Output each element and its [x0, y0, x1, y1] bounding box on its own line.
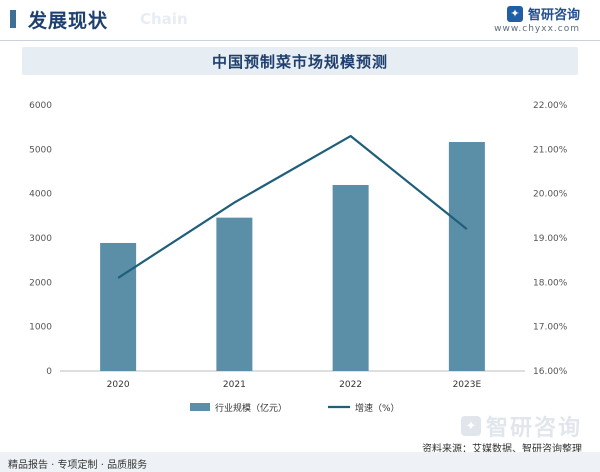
y-left-tick-label: 6000	[29, 101, 52, 111]
x-tick-label: 2023E	[453, 380, 482, 390]
y-left-tick-label: 0	[46, 367, 52, 377]
header-ghost-text: Chain	[140, 10, 188, 28]
y-right-tick-label: 16.00%	[533, 367, 568, 377]
y-left-tick-label: 3000	[29, 234, 52, 244]
brand-url: www.chyxx.com	[494, 24, 580, 34]
x-tick-label: 2022	[339, 380, 362, 390]
y-right-tick-label: 22.00%	[533, 101, 568, 111]
bar	[448, 142, 485, 371]
chart-title-box: 中国预制菜市场规模预测	[22, 47, 578, 75]
legend-swatch-bar	[190, 403, 210, 411]
y-right-tick-label: 21.00%	[533, 145, 568, 155]
y-left-tick-label: 1000	[29, 323, 52, 333]
y-right-tick-label: 18.00%	[533, 278, 568, 288]
y-left-tick-label: 2000	[29, 278, 52, 288]
y-right-tick-label: 20.00%	[533, 190, 568, 200]
brand: ✦ 智研咨询 www.chyxx.com	[494, 4, 580, 34]
x-tick-label: 2020	[107, 380, 130, 390]
section-title: 发展现状	[28, 10, 109, 32]
growth-line	[117, 134, 468, 279]
legend-label-bar: 行业规模（亿元）	[215, 402, 287, 414]
watermark: ✦ 智研咨询	[460, 410, 582, 442]
legend-label-line: 增速（%）	[355, 402, 400, 414]
brand-logo-icon: ✦	[506, 5, 523, 22]
header-accent-bar	[10, 10, 16, 28]
y-right-tick-label: 19.00%	[533, 234, 568, 244]
y-left-tick-label: 5000	[29, 145, 52, 155]
y-right-tick-label: 17.00%	[533, 323, 568, 333]
bar	[100, 242, 137, 371]
bar	[216, 217, 253, 371]
bar	[332, 184, 369, 371]
y-left-tick-label: 4000	[29, 190, 52, 200]
footer-text: 精品报告 · 专项定制 · 品质服务	[8, 460, 148, 471]
footer: 精品报告 · 专项定制 · 品质服务	[0, 452, 600, 472]
x-tick-label: 2021	[223, 380, 246, 390]
brand-name: 智研咨询	[527, 8, 580, 23]
header-divider	[0, 40, 600, 41]
watermark-logo-icon: ✦	[460, 416, 481, 436]
header: 发展现状 Chain ✦ 智研咨询 www.chyxx.com	[0, 0, 600, 40]
source-note: 资料来源：艾媒数据、智研咨询整理	[422, 444, 582, 455]
chart-title: 中国预制菜市场规模预测	[211, 52, 388, 71]
watermark-text: 智研咨询	[485, 416, 582, 441]
